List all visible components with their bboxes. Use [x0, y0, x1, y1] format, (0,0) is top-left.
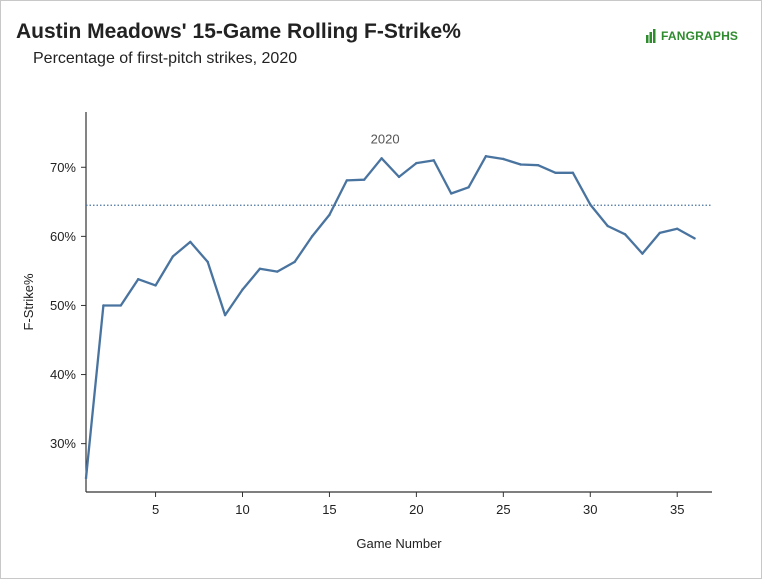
x-tick-label: 5 [152, 502, 159, 517]
x-axis-ticks: 5 10 15 20 25 30 35 [152, 492, 684, 517]
y-axis-label: F-Strike% [21, 273, 36, 331]
y-tick-label: 60% [50, 229, 76, 244]
x-tick-label: 25 [496, 502, 510, 517]
data-point [502, 157, 505, 161]
fangraphs-bars-icon [646, 29, 656, 43]
y-tick-label: 70% [50, 160, 76, 175]
data-point [171, 255, 175, 258]
data-point [136, 278, 140, 281]
series-line [84, 155, 696, 479]
data-point [102, 304, 105, 307]
data-point [676, 227, 679, 230]
data-point [293, 260, 296, 264]
data-point [536, 164, 540, 167]
x-axis-label: Game Number [356, 536, 442, 551]
data-point [623, 233, 627, 236]
data-point [589, 203, 592, 206]
data-point [189, 240, 192, 244]
x-tick-label: 30 [583, 502, 597, 517]
y-axis-ticks: 30% 40% 50% 60% 70% [50, 160, 86, 451]
data-point [223, 313, 227, 317]
x-tick-label: 35 [670, 502, 684, 517]
data-point [571, 171, 575, 174]
y-tick-label: 50% [50, 298, 76, 313]
chart-title: Austin Meadows' 15-Game Rolling F-Strike… [16, 20, 461, 43]
data-point [415, 161, 418, 165]
x-tick-label: 10 [235, 502, 249, 517]
data-point [554, 171, 557, 174]
data-point [154, 284, 157, 287]
brand-name: FANGRAPHS [661, 29, 739, 43]
data-point [432, 159, 435, 162]
axes [85, 112, 712, 493]
data-point [467, 186, 470, 189]
data-point [345, 179, 349, 182]
year-annotation: 2020 [371, 132, 400, 147]
data-point [449, 192, 453, 195]
data-point [641, 252, 644, 255]
data-point [484, 155, 488, 158]
data-point [693, 237, 696, 240]
y-tick-label: 40% [50, 367, 76, 382]
data-point [658, 231, 662, 235]
data-point [310, 235, 314, 238]
chart-subtitle: Percentage of first-pitch strikes, 2020 [33, 50, 298, 67]
series-points [84, 155, 696, 480]
data-point [119, 304, 122, 307]
data-point [606, 224, 609, 228]
data-point [397, 175, 401, 179]
data-point [84, 476, 88, 480]
data-point [380, 157, 383, 160]
data-point [519, 163, 522, 166]
data-point [206, 260, 209, 264]
y-tick-label: 30% [50, 436, 76, 451]
data-point [276, 270, 279, 273]
data-point [258, 267, 262, 271]
data-point [363, 178, 366, 181]
brand-logo: FANGRAPHS [646, 29, 738, 43]
x-tick-label: 20 [409, 502, 423, 517]
data-point [241, 288, 244, 291]
x-tick-label: 15 [322, 502, 336, 517]
data-point [328, 213, 331, 217]
